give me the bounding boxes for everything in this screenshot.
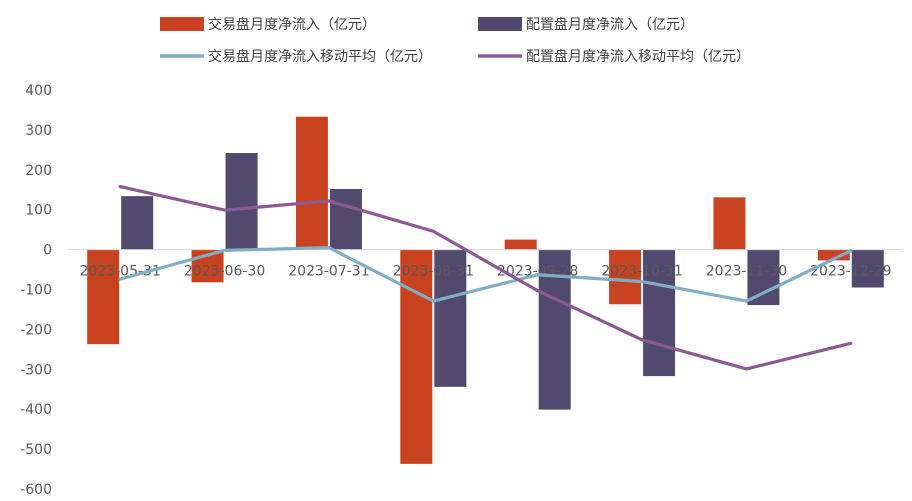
bar-series-1-0: [121, 196, 154, 250]
legend-label-0: 交易盘月度净流入（亿元）: [208, 16, 376, 33]
bar-series-0-2: [295, 116, 328, 250]
bars: [87, 116, 884, 464]
bar-series-0-0: [87, 249, 120, 345]
y-tick-label: 100: [25, 203, 52, 219]
bar-series-0-3: [400, 249, 433, 464]
bar-series-1-6: [747, 249, 780, 306]
y-tick-label: -200: [20, 322, 52, 338]
x-tick-label: 2023-06-30: [184, 264, 265, 280]
y-tick-label: -300: [20, 362, 52, 378]
legend-swatch-1: [478, 17, 522, 31]
legend-label-2: 交易盘月度净流入移动平均（亿元）: [208, 48, 432, 65]
x-tick-label: 2023-05-31: [80, 264, 161, 280]
bar-series-1-7: [851, 249, 884, 288]
y-tick-label: 200: [25, 163, 52, 179]
bar-series-1-1: [225, 153, 258, 250]
x-tick-label: 2023-08-31: [393, 264, 474, 280]
x-tick-label: 2023-11-30: [706, 264, 787, 280]
legend-label-3: 配置盘月度净流入移动平均（亿元）: [526, 48, 750, 65]
bar-series-1-2: [329, 188, 362, 250]
line-series-2: [118, 246, 853, 303]
x-tick-label: 2023-10-31: [601, 264, 682, 280]
bar-series-1-3: [434, 249, 467, 387]
bar-series-0-5: [609, 249, 642, 305]
lines: [118, 184, 853, 371]
legend: 交易盘月度净流入（亿元） 配置盘月度净流入（亿元） 交易盘月度净流入移动平均（亿元）…: [160, 16, 750, 65]
legend-swatch-0: [160, 17, 204, 31]
bar-series-0-4: [504, 239, 537, 250]
y-tick-label: 300: [25, 123, 52, 139]
y-tick-label: -400: [20, 402, 52, 418]
y-axis: 400 300 200 100 0 -100 -200 -300 -400 -500 -600: [20, 83, 52, 498]
y-tick-label: -100: [20, 283, 52, 299]
y-tick-label: -500: [20, 442, 52, 458]
x-tick-label: 2023-12-29: [810, 264, 891, 280]
legend-label-1: 配置盘月度净流入（亿元）: [526, 16, 694, 33]
line-series-3: [118, 184, 853, 371]
x-tick-label: 2023-07-31: [288, 264, 369, 280]
bar-series-0-6: [713, 197, 746, 250]
y-tick-label: -600: [20, 482, 52, 498]
y-tick-label: 400: [25, 83, 52, 99]
x-axis: 2023-05-31 2023-06-30 2023-07-31 2023-08-31…: [80, 264, 892, 280]
bar-series-1-5: [643, 249, 676, 377]
bar-series-0-7: [817, 249, 850, 261]
y-tick-label: 0: [43, 243, 52, 259]
